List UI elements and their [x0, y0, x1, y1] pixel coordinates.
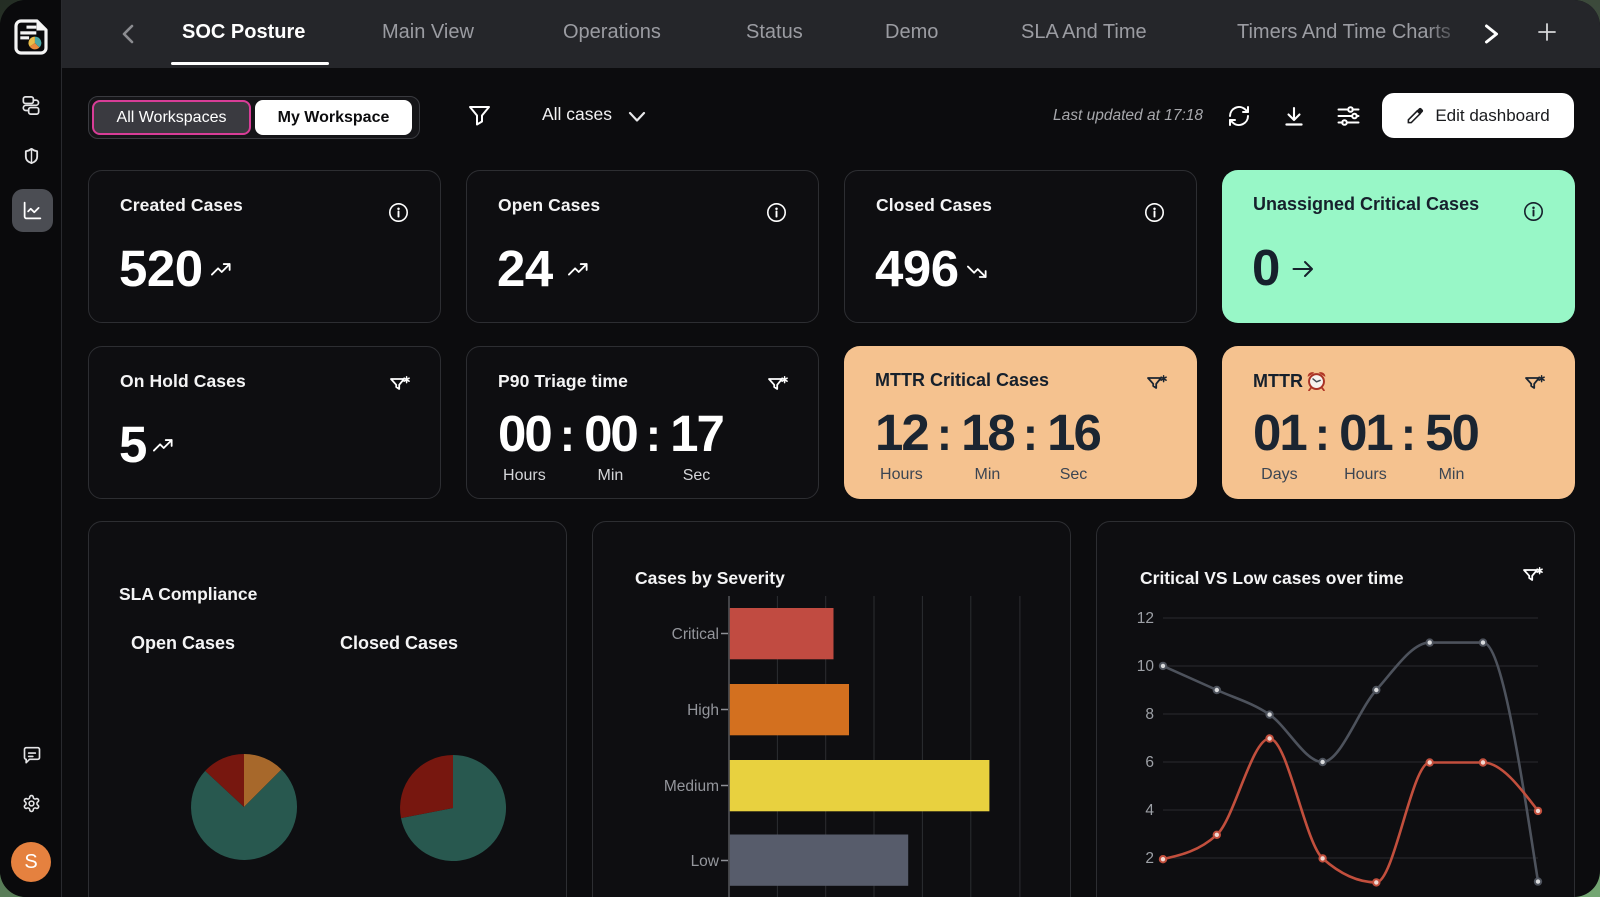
svg-text:High: High — [687, 702, 719, 719]
svg-text:2: 2 — [1145, 850, 1154, 867]
svg-text:Low: Low — [691, 853, 720, 870]
svg-text:10: 10 — [1137, 658, 1155, 675]
svg-text:8: 8 — [1145, 706, 1154, 723]
svg-text:6: 6 — [1145, 754, 1154, 771]
svg-text:Medium: Medium — [664, 778, 719, 795]
svg-text:4: 4 — [1145, 802, 1154, 819]
svg-text:12: 12 — [1137, 610, 1154, 627]
svg-text:Critical: Critical — [672, 626, 719, 643]
